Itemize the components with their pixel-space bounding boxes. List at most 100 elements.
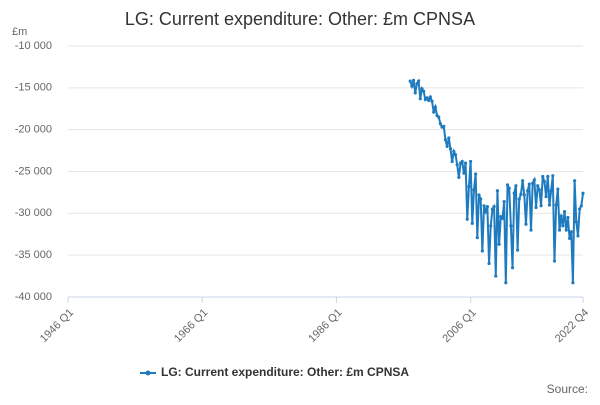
- point: [554, 203, 558, 207]
- point: [443, 138, 448, 142]
- x-tick-label: 1966 Q1: [172, 307, 210, 345]
- point: [551, 174, 555, 178]
- point: [504, 281, 508, 285]
- point: [534, 205, 538, 210]
- point: [549, 189, 553, 193]
- x-tick-label: 2022 Q4: [553, 307, 591, 345]
- point: [505, 183, 510, 187]
- point: [430, 99, 434, 103]
- point: [576, 234, 580, 238]
- point: [519, 192, 523, 196]
- point: [448, 147, 453, 151]
- point: [510, 266, 515, 270]
- point: [569, 230, 573, 234]
- y-tick-label: -25 000: [15, 165, 52, 177]
- point: [527, 182, 531, 186]
- point: [438, 122, 443, 126]
- point: [432, 110, 436, 114]
- point: [470, 221, 474, 225]
- point: [494, 274, 498, 278]
- chart-title: LG: Current expenditure: Other: £m CPNSA: [125, 9, 475, 29]
- point: [455, 163, 459, 167]
- point: [526, 189, 530, 193]
- x-tick-label: 2006 Q1: [440, 307, 478, 345]
- legend-marker: [145, 370, 151, 376]
- point: [495, 189, 500, 193]
- point: [544, 195, 548, 199]
- point: [477, 193, 481, 197]
- point: [564, 228, 568, 232]
- point: [546, 174, 550, 179]
- point: [489, 224, 493, 228]
- point: [531, 181, 535, 185]
- point: [469, 159, 473, 164]
- y-tick-label: -35 000: [15, 249, 52, 261]
- point: [529, 228, 533, 232]
- point: [420, 87, 424, 91]
- point: [557, 228, 562, 232]
- point: [474, 172, 478, 176]
- point: [417, 79, 421, 83]
- point: [492, 205, 496, 209]
- point: [442, 124, 446, 128]
- point: [418, 97, 422, 101]
- point: [475, 235, 479, 240]
- point: [482, 204, 486, 208]
- x-tick-label: 1986 Q1: [306, 307, 344, 345]
- point: [433, 105, 437, 109]
- point: [578, 207, 582, 211]
- point: [571, 281, 575, 285]
- point: [566, 215, 570, 220]
- source: Source:: [547, 382, 588, 396]
- point: [484, 210, 488, 214]
- point: [539, 204, 543, 208]
- point: [573, 179, 577, 183]
- point: [479, 197, 483, 201]
- point: [547, 203, 552, 207]
- point: [502, 200, 506, 204]
- point: [490, 207, 495, 211]
- point: [465, 217, 469, 221]
- point: [437, 115, 441, 119]
- point: [463, 161, 468, 165]
- point: [509, 224, 513, 228]
- point: [408, 79, 412, 83]
- point: [512, 191, 516, 195]
- point: [521, 179, 525, 183]
- point: [415, 82, 419, 86]
- point: [514, 184, 518, 188]
- point: [522, 193, 526, 197]
- point: [507, 186, 511, 190]
- y-axis-label: £m: [12, 26, 27, 38]
- series-line: [409, 78, 584, 283]
- point: [517, 197, 521, 201]
- point: [427, 98, 431, 102]
- point: [556, 187, 560, 191]
- point: [500, 216, 505, 220]
- point: [536, 184, 540, 188]
- point: [497, 242, 501, 246]
- point: [485, 205, 489, 209]
- point: [428, 95, 432, 99]
- point: [447, 136, 451, 140]
- point: [450, 159, 454, 164]
- point: [422, 89, 426, 93]
- point: [472, 188, 476, 192]
- point: [410, 84, 414, 88]
- x-tick-label: 1946 Q1: [38, 307, 76, 345]
- y-tick-label: -15 000: [15, 82, 52, 94]
- point: [462, 171, 466, 175]
- point: [413, 91, 417, 95]
- point: [581, 191, 585, 195]
- point: [515, 248, 520, 252]
- point: [460, 159, 464, 164]
- point: [411, 78, 416, 82]
- point: [574, 220, 578, 224]
- point: [552, 259, 557, 263]
- point: [559, 214, 563, 218]
- point: [542, 179, 547, 184]
- point: [452, 149, 456, 154]
- y-tick-label: -20 000: [15, 124, 52, 136]
- point: [445, 144, 449, 148]
- y-tick-label: -10 000: [15, 40, 52, 52]
